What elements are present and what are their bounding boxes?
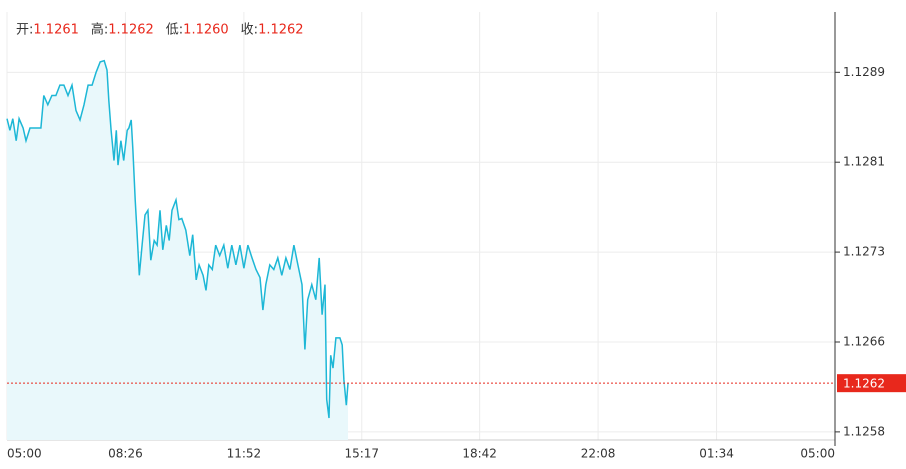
header-name: 开: xyxy=(16,23,33,38)
x-tick-label: 11:52 xyxy=(227,447,262,461)
area-fill xyxy=(7,60,348,440)
x-tick-label: 05:00 xyxy=(7,447,42,461)
current-price-box xyxy=(837,374,906,393)
x-tick-label: 22:08 xyxy=(581,447,616,461)
header-value: 1.1262 xyxy=(108,23,154,38)
header-name: 低: xyxy=(166,23,183,38)
x-tick-label: 18:42 xyxy=(462,447,497,461)
x-tick-label: 05:00 xyxy=(800,447,835,461)
y-tick-label: 1.1289 xyxy=(843,65,885,79)
y-tick-label: 1.1266 xyxy=(843,334,885,348)
y-tick-label: 1.1273 xyxy=(843,245,885,259)
header-value: 1.1260 xyxy=(183,23,229,38)
current-price-label: 1.1262 xyxy=(843,377,885,391)
header-value: 1.1262 xyxy=(258,23,304,38)
header-value: 1.1261 xyxy=(33,23,79,38)
x-tick-label: 15:17 xyxy=(344,447,379,461)
header-name: 高: xyxy=(91,22,108,38)
y-tick-label: 1.1281 xyxy=(843,155,885,169)
y-tick-label: 1.1258 xyxy=(843,424,885,438)
x-tick-label: 08:26 xyxy=(108,447,143,461)
price-line xyxy=(6,59,349,419)
x-tick-label: 01:34 xyxy=(699,447,734,461)
header-name: 收: xyxy=(241,23,258,38)
